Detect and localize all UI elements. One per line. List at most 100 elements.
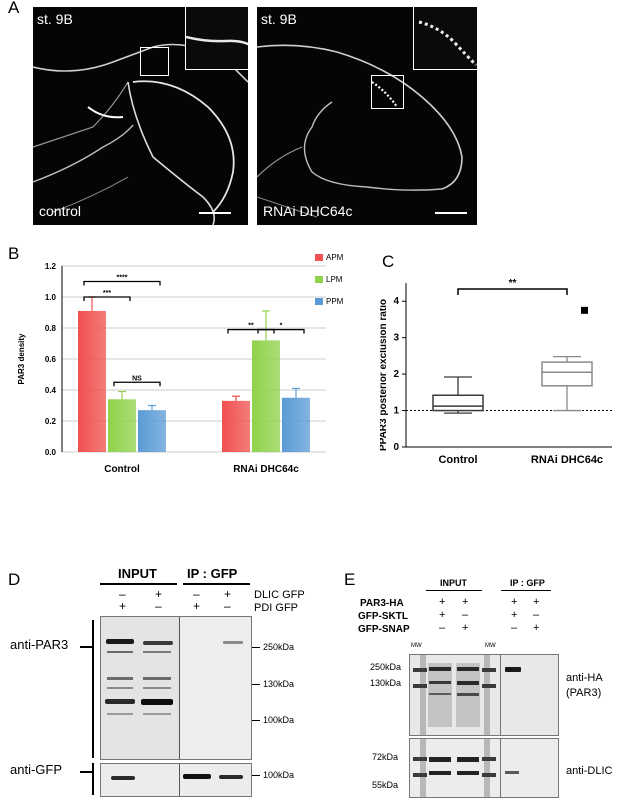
micro-image-rnai: st. 9B RNAi DHC64c <box>257 7 477 225</box>
d-row2-label: PDI GFP <box>254 602 299 614</box>
c-ytick-label: 0 <box>393 442 399 453</box>
b-legend-label: APM <box>326 253 344 262</box>
d-row2-sign-2: – <box>155 599 162 613</box>
d-row2-sign-1: + <box>119 599 127 613</box>
e-r2-s3: + <box>511 609 518 621</box>
d-row2-sign-3: + <box>193 599 201 613</box>
b-bar <box>138 410 166 452</box>
b-significance-bracket <box>227 328 275 334</box>
b-significance-bracket <box>257 328 305 334</box>
e-par3-paren-label: (PAR3) <box>566 687 602 699</box>
condition-label-control: control <box>39 203 82 219</box>
d-mw-130: 130kDa <box>263 679 295 689</box>
stage-label-rnai: st. 9B <box>261 11 297 27</box>
e-mw-250: 250kDa <box>370 662 402 672</box>
scale-bar-control <box>199 212 231 214</box>
e-mw-lane-label-2: MW <box>485 643 496 649</box>
d-row1-sign-1: – <box>119 587 126 601</box>
stage-label-control: st. 9B <box>37 11 73 27</box>
c-outlier <box>581 306 588 314</box>
b-significance-bracket <box>83 296 131 301</box>
b-significance-label: **** <box>117 275 128 282</box>
panel-d-letter: D <box>8 570 21 589</box>
b-bar <box>222 400 250 452</box>
cell-outline-rnai <box>257 44 463 218</box>
b-bar <box>108 399 136 452</box>
d-mw-100a-tick <box>252 720 260 721</box>
d-gfp-tick <box>80 771 92 773</box>
e-r1-s2: + <box>462 596 469 608</box>
e-r2-s2: – <box>462 609 469 621</box>
selection-box-rnai <box>371 75 404 109</box>
b-legend-swatch <box>315 254 323 261</box>
d-par3-label: anti-PAR3 <box>10 637 69 652</box>
e-r2-s4: – <box>533 609 540 621</box>
b-significance-label: NS <box>132 375 142 382</box>
c-box <box>432 394 484 412</box>
e-input-header: INPUT <box>440 578 467 588</box>
d-input-header: INPUT <box>118 566 157 581</box>
c-category-label: Control <box>438 454 477 466</box>
e-blot-anti-ha <box>409 654 559 736</box>
e-row-label-3: GFP-SNAP <box>358 624 410 635</box>
c-box <box>541 361 593 387</box>
d-blot-gfp <box>100 763 252 797</box>
d-mw-250: 250kDa <box>263 642 295 652</box>
c-ytick-label: 4 <box>393 296 399 307</box>
b-bar <box>282 397 310 452</box>
d-row2-sign-4: – <box>224 599 231 613</box>
d-ip-header: IP : GFP <box>187 566 238 581</box>
b-significance-label: ** <box>248 323 254 330</box>
b-bar <box>78 310 106 452</box>
e-mw-130: 130kDa <box>370 678 402 688</box>
d-mw-100b: 100kDa <box>263 770 295 780</box>
c-y-axis-label: PPAR3 posterior exclusion ratio <box>380 299 389 451</box>
e-ip-header: IP : GFP <box>510 578 545 588</box>
e-r1-s1: + <box>439 596 446 608</box>
b-ytick-label: 0.4 <box>45 386 57 395</box>
d-mw-250-tick <box>252 647 260 648</box>
b-ytick-label: 0.6 <box>45 355 57 364</box>
b-bar <box>252 340 280 452</box>
e-row-label-2: GFP-SKTL <box>358 611 408 622</box>
c-ytick-label: 3 <box>393 333 399 344</box>
c-ytick-label: 2 <box>393 369 399 380</box>
e-anti-dlic-label: anti-DLIC <box>566 765 613 777</box>
d-par3-bracket <box>92 620 94 758</box>
b-significance-bracket <box>83 280 161 286</box>
condition-label-rnai: RNAi DHC64c <box>263 203 353 219</box>
c-category-label: RNAi DHC64c <box>531 454 603 466</box>
e-blot-anti-dlic <box>409 738 559 798</box>
e-input-underline <box>426 590 482 591</box>
d-mw-100a: 100kDa <box>263 715 295 725</box>
d-mw-130-tick <box>252 684 260 685</box>
e-row-label-1: PAR3-HA <box>360 598 404 609</box>
b-ytick-label: 0.0 <box>45 448 57 457</box>
b-significance-label: * <box>280 323 283 330</box>
e-mw-72: 72kDa <box>372 752 399 762</box>
d-gfp-bracket <box>92 763 94 795</box>
d-mw-100b-tick <box>252 775 260 776</box>
panel-c-letter: C <box>382 252 395 271</box>
e-anti-ha-label: anti-HA <box>566 672 603 684</box>
b-legend-label: LPM <box>326 275 343 284</box>
bar-chart-par3-density: 0.0 0.2 0.4 0.6 0.8 1.0 1.2 PAR3 density Control… <box>17 253 344 475</box>
b-ytick-label: 1.0 <box>45 293 57 302</box>
d-gfp-label: anti-GFP <box>10 762 63 777</box>
d-row1-sign-2: + <box>155 587 163 601</box>
e-r3-s3: – <box>511 622 518 634</box>
c-ytick-label: 1 <box>393 406 399 417</box>
e-r3-s4: + <box>533 622 540 634</box>
e-ip-underline <box>501 590 551 591</box>
d-row1-sign-4: + <box>224 587 232 601</box>
e-r3-s2: + <box>462 622 469 634</box>
b-ytick-label: 1.2 <box>45 262 57 271</box>
e-r3-s1: – <box>439 622 446 634</box>
d-row1-sign-3: – <box>193 587 200 601</box>
b-y-axis-label: PAR3 density <box>17 333 26 385</box>
scale-bar-rnai <box>435 212 467 214</box>
b-legend-swatch <box>315 276 323 283</box>
zoom-inset-control <box>185 7 248 70</box>
b-legend-swatch <box>315 298 323 305</box>
b-category-label: RNAi DHC64c <box>233 464 299 475</box>
